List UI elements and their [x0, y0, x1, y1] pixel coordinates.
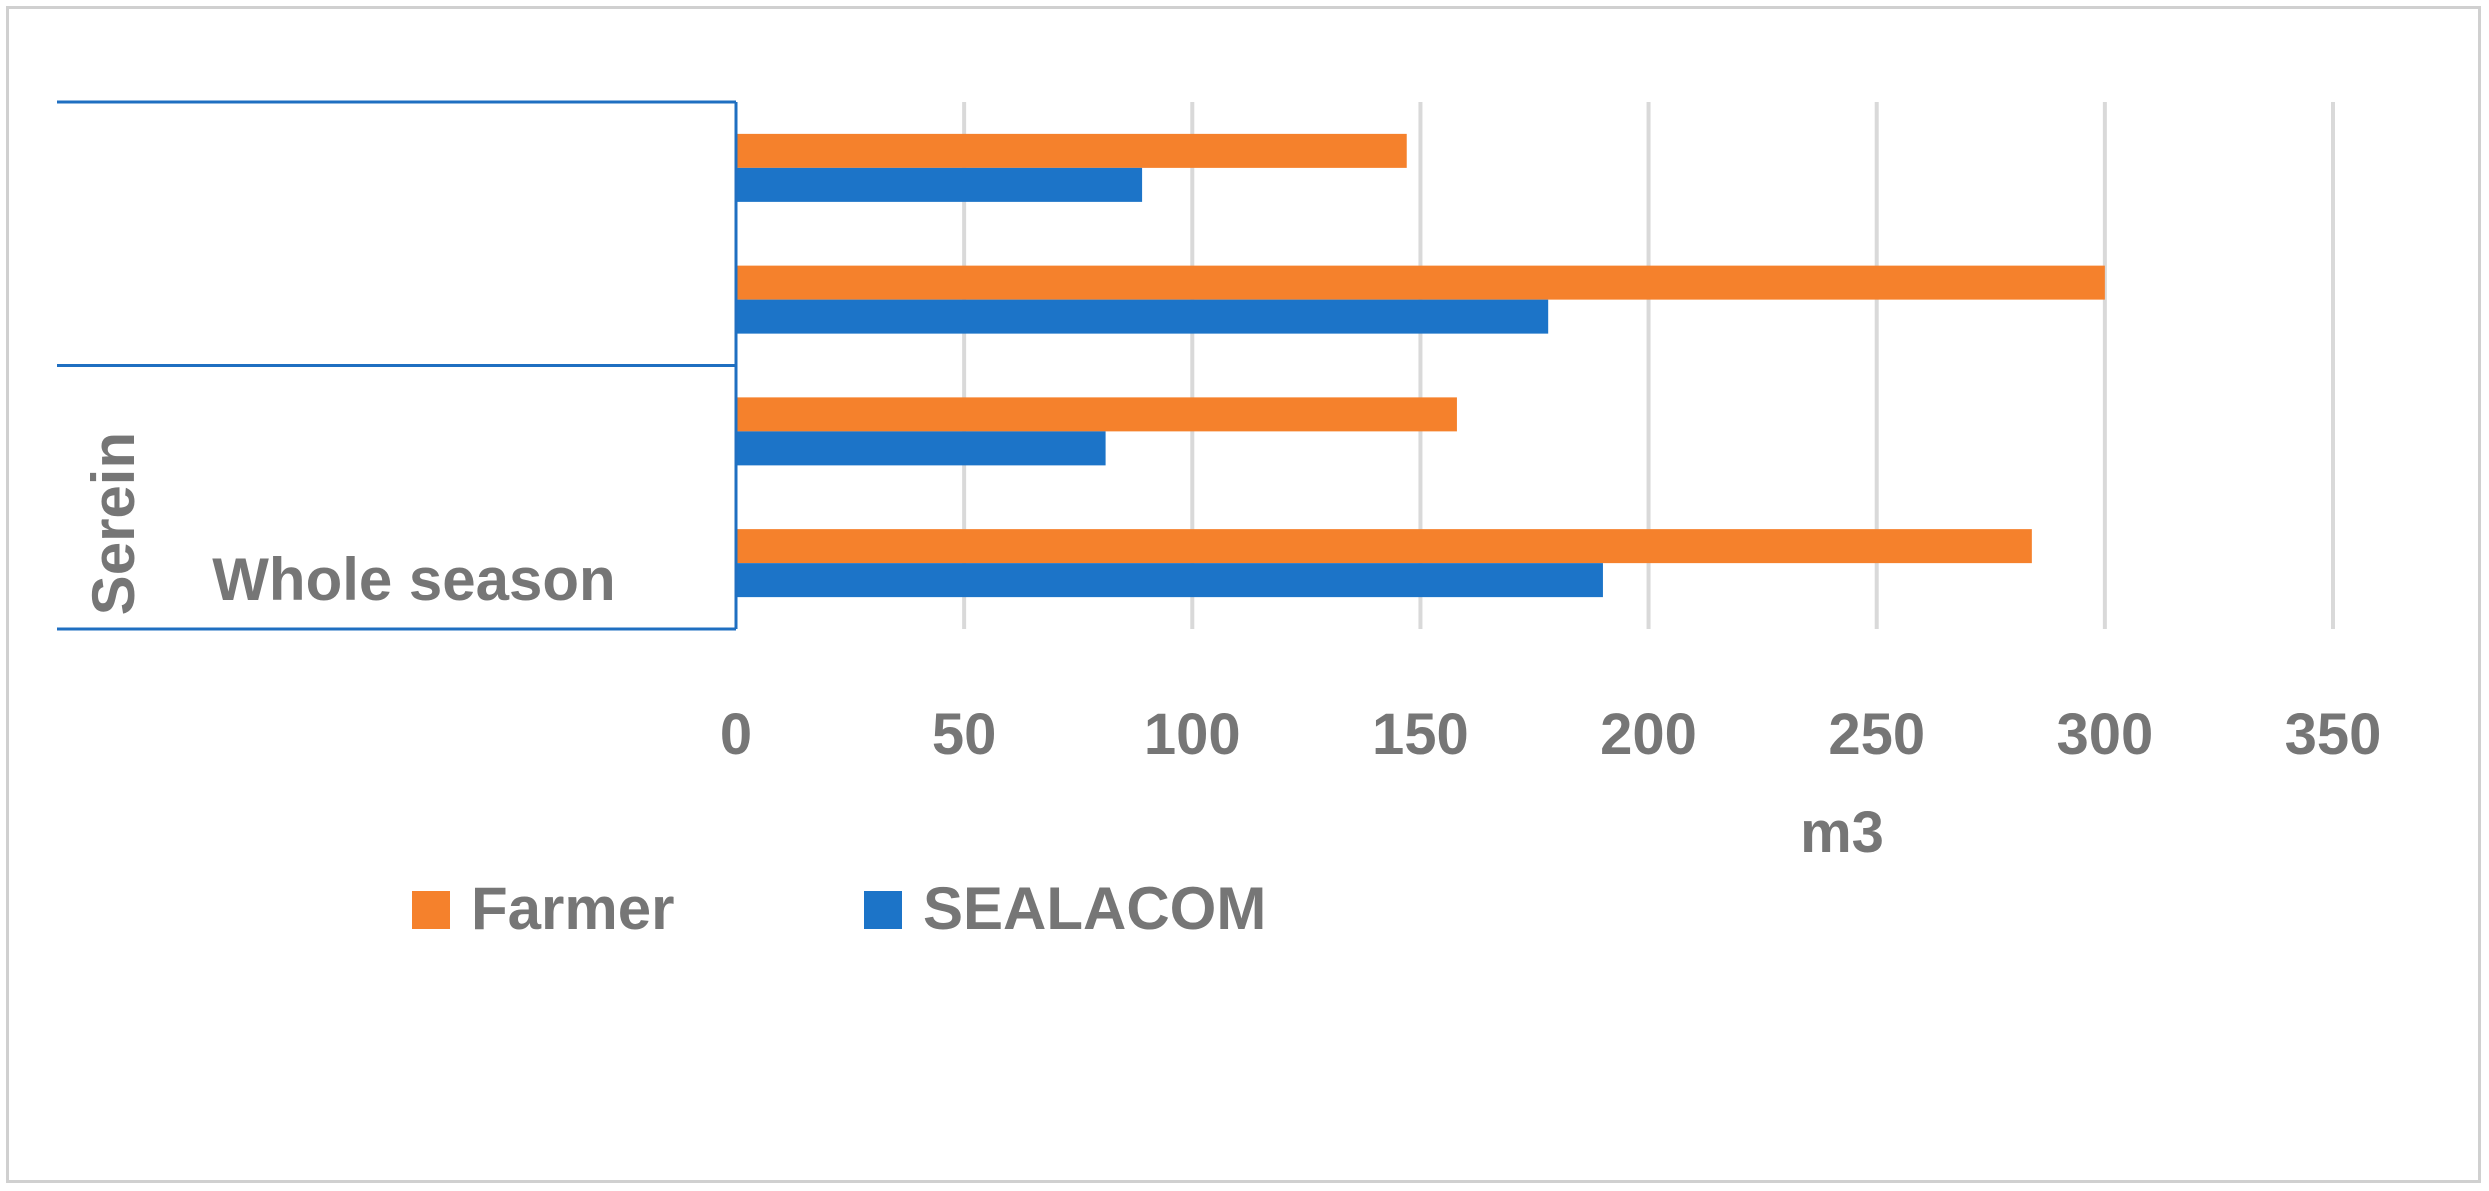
x-tick-labels: 0 50 100 150 200 250 300 350	[720, 702, 2382, 767]
x-tick-label: 0	[720, 702, 752, 767]
category-label: Whole season	[212, 546, 615, 613]
bars	[736, 133, 2105, 598]
bar-sealacom-3	[736, 563, 1603, 598]
bar-farmer-2	[736, 397, 1457, 432]
x-tick-label: 150	[1372, 702, 1469, 767]
legend: Farmer SEALACOM	[412, 875, 1266, 942]
bar-sealacom-0	[736, 167, 1143, 202]
x-tick-label: 100	[1144, 702, 1241, 767]
x-tick-label: 350	[2285, 702, 2382, 767]
gridlines	[962, 102, 2335, 629]
x-tick-label: 50	[932, 702, 997, 767]
bar-farmer-0	[736, 133, 1407, 168]
bar-sealacom-2	[736, 431, 1106, 466]
chart-frame: Whole season Serein 0 50 100 150 200 250 300 350…	[6, 6, 2481, 1183]
bar-farmer-3	[736, 529, 2032, 564]
x-tick-label: 300	[2056, 702, 2153, 767]
group-label: Serein	[80, 432, 147, 615]
x-tick-label: 250	[1828, 702, 1925, 767]
legend-swatch-farmer	[412, 891, 450, 929]
legend-label-farmer: Farmer	[471, 875, 674, 942]
bar-chart: Whole season Serein 0 50 100 150 200 250 300 350…	[57, 100, 2382, 942]
legend-swatch-sealacom	[864, 891, 902, 929]
bar-farmer-1	[736, 265, 2105, 300]
bar-sealacom-1	[736, 299, 1549, 334]
category-axis: Whole season Serein	[57, 100, 738, 631]
x-axis-title: m3	[1800, 800, 1884, 865]
legend-label-sealacom: SEALACOM	[923, 875, 1266, 942]
x-tick-label: 200	[1600, 702, 1697, 767]
